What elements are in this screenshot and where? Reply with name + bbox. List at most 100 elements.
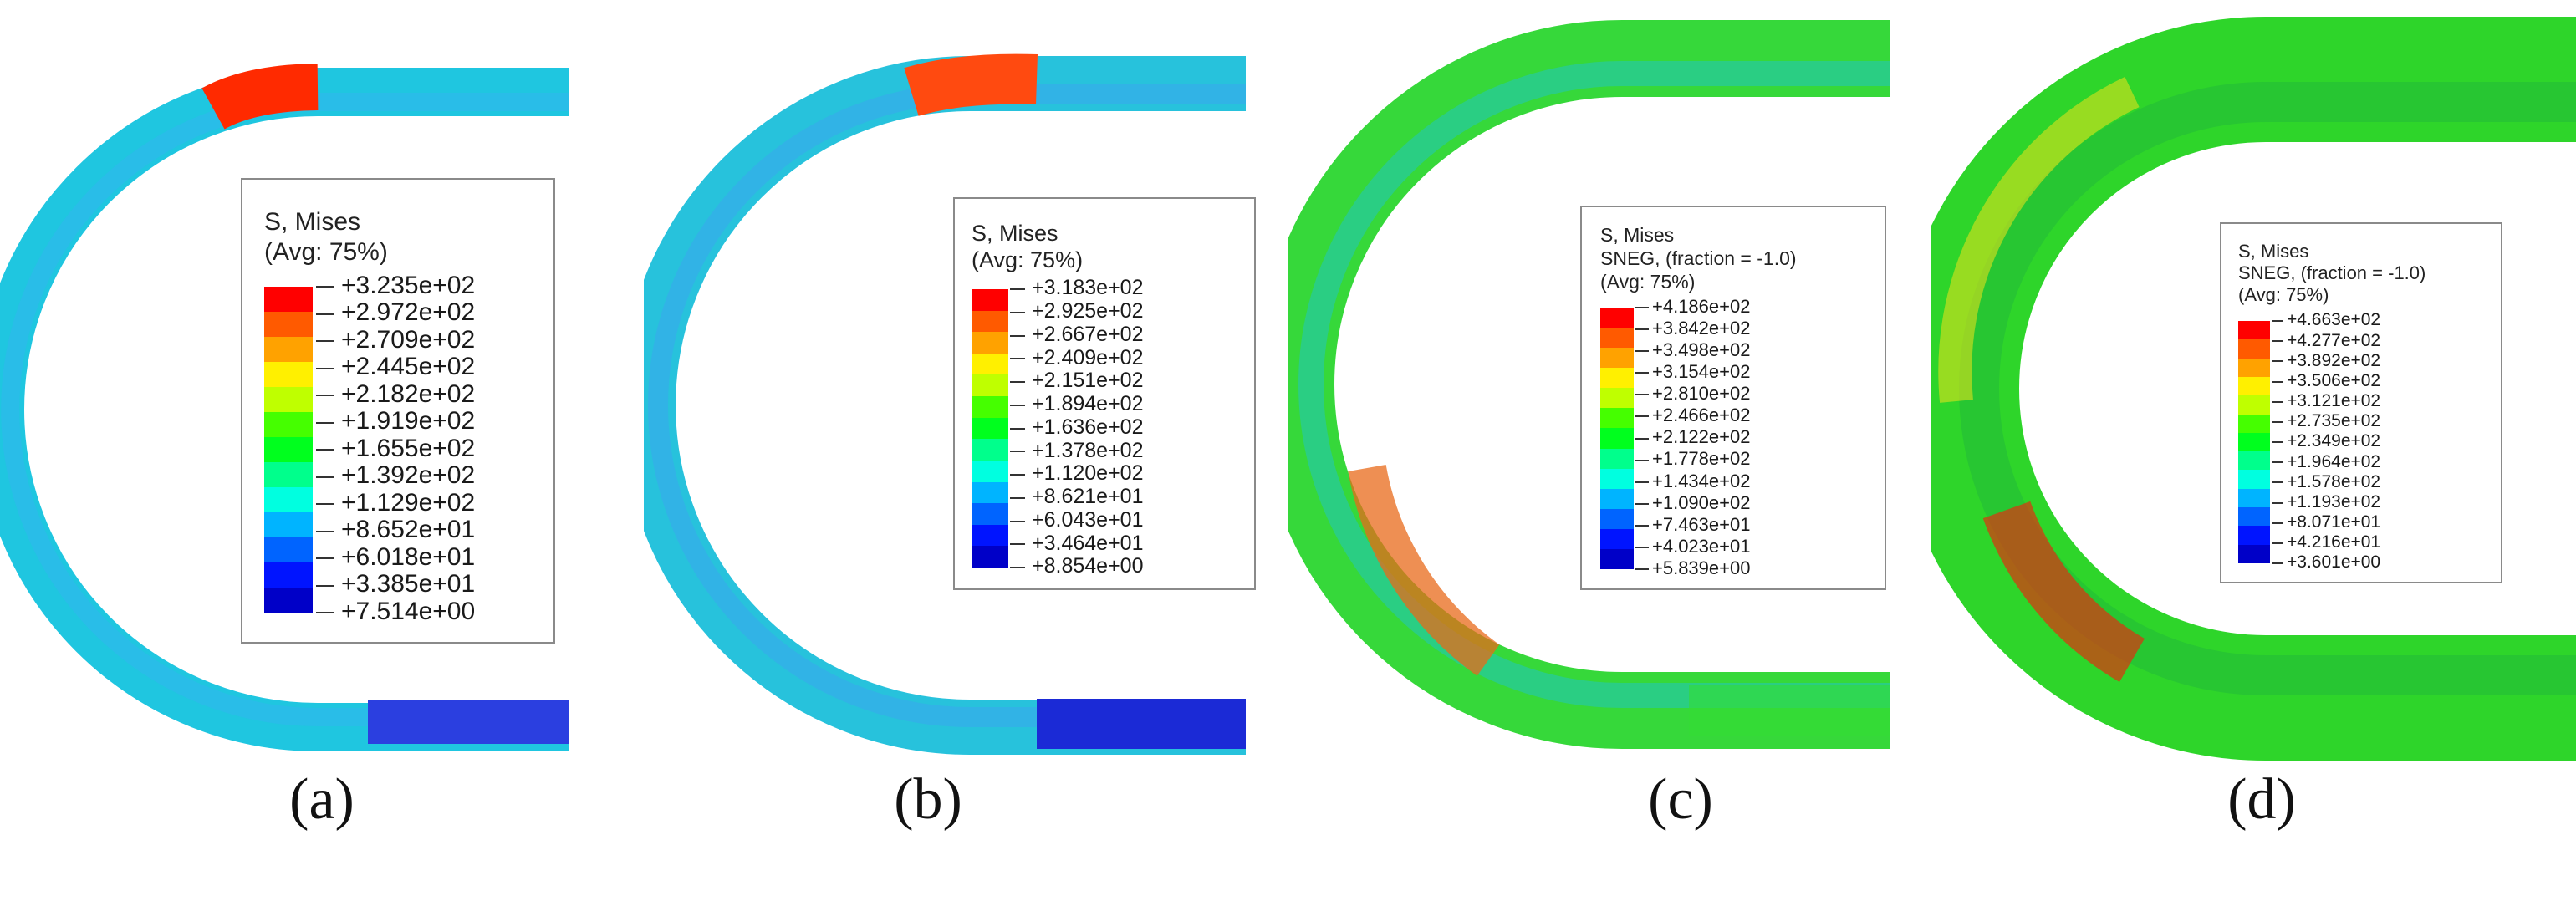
legend-color-segment bbox=[1600, 508, 1634, 530]
legend-tick bbox=[316, 557, 334, 559]
legend-tick bbox=[1010, 334, 1025, 337]
legend-color-segment bbox=[972, 353, 1008, 375]
legend-color-segment bbox=[1600, 428, 1634, 450]
legend-tick bbox=[2272, 562, 2283, 564]
legend-title-line-2: (Avg: 75%) bbox=[264, 238, 388, 266]
legend-title-line-3: (Avg: 75%) bbox=[1600, 271, 1696, 293]
legend-tick bbox=[1635, 394, 1649, 396]
legend-color-segment bbox=[264, 312, 313, 338]
legend-value-label: +1.193e+02 bbox=[2287, 491, 2381, 512]
legend-tick bbox=[1635, 437, 1649, 440]
caption-c: (c) bbox=[1648, 767, 1713, 832]
legend-value-label: +3.385e+01 bbox=[341, 570, 476, 598]
legend-color-segment bbox=[972, 524, 1008, 547]
legend-tick bbox=[316, 367, 334, 369]
legend-value-label: +1.894e+02 bbox=[1032, 392, 1144, 415]
legend-value-label: +2.445e+02 bbox=[341, 353, 476, 380]
legend-color-segment bbox=[972, 289, 1008, 312]
legend-tick bbox=[1010, 288, 1025, 290]
legend-title-line-1: S, Mises bbox=[1600, 224, 1675, 246]
legend-color-bar bbox=[264, 287, 313, 613]
legend-d: S, Mises SNEG, (fraction = -1.0) (Avg: 7… bbox=[2220, 222, 2502, 583]
legend-tick bbox=[1635, 372, 1649, 374]
legend-value-label: +2.182e+02 bbox=[341, 379, 476, 408]
legend-tick bbox=[316, 449, 334, 450]
legend-color-segment bbox=[264, 337, 313, 363]
legend-color-segment bbox=[264, 487, 313, 513]
legend-tick bbox=[316, 421, 334, 424]
legend-tick bbox=[2272, 481, 2283, 484]
legend-color-segment bbox=[264, 537, 313, 563]
legend-value-label: +3.498e+02 bbox=[1652, 339, 1751, 361]
legend-value-label: +2.466e+02 bbox=[1652, 405, 1751, 426]
legend-color-segment bbox=[972, 374, 1008, 397]
legend-value-label: +4.186e+02 bbox=[1652, 295, 1751, 317]
legend-title-line-1: S, Mises bbox=[264, 208, 361, 236]
legend-value-label: +2.349e+02 bbox=[2287, 431, 2381, 451]
tube-model-a bbox=[0, 64, 569, 751]
legend-c: S, Mises SNEG, (fraction = -1.0) (Avg: 7… bbox=[1580, 206, 1886, 590]
legend-color-segment bbox=[1600, 448, 1634, 470]
legend-value-label: +1.434e+02 bbox=[1652, 470, 1751, 491]
legend-title-line-2: SNEG, (fraction = -1.0) bbox=[1600, 247, 1797, 269]
legend-color-segment bbox=[972, 332, 1008, 354]
legend-color-segment bbox=[972, 481, 1008, 504]
legend-tick bbox=[316, 340, 334, 342]
legend-value-label: +3.235e+02 bbox=[341, 271, 476, 299]
legend-color-segment bbox=[264, 512, 313, 538]
legend-tick bbox=[1635, 524, 1649, 527]
legend-value-label: +2.122e+02 bbox=[1652, 426, 1751, 448]
legend-color-segment bbox=[1600, 388, 1634, 409]
legend-color-segment bbox=[2238, 526, 2270, 546]
caption-a: (a) bbox=[289, 767, 355, 832]
legend-tick bbox=[316, 584, 334, 587]
legend-color-segment bbox=[264, 387, 313, 413]
legend-value-label: +2.151e+02 bbox=[1032, 369, 1144, 393]
legend-value-label: +6.018e+01 bbox=[341, 542, 476, 571]
legend-value-label: +2.735e+02 bbox=[2287, 411, 2381, 431]
panel-c: S, Mises SNEG, (fraction = -1.0) (Avg: 7… bbox=[1288, 0, 1931, 901]
legend-tick bbox=[1010, 311, 1025, 313]
legend-color-segment bbox=[264, 462, 313, 488]
tube-hot-zone-d bbox=[1982, 501, 2145, 682]
tube-inner-shade-b bbox=[648, 84, 1246, 727]
legend-value-label: +1.964e+02 bbox=[2287, 451, 2381, 471]
caption-d: (d) bbox=[2227, 767, 2296, 832]
legend-color-segment bbox=[2238, 376, 2270, 396]
legend-tick bbox=[316, 395, 334, 396]
legend-color-segment bbox=[1600, 528, 1634, 550]
legend-value-label: +4.216e+01 bbox=[2287, 532, 2381, 552]
legend-tick bbox=[1010, 474, 1025, 476]
tube-hot-zone-b bbox=[904, 53, 1038, 116]
legend-tick bbox=[316, 476, 334, 478]
legend-value-label: +4.277e+02 bbox=[2287, 330, 2381, 350]
legend-value-label: +7.514e+00 bbox=[341, 597, 476, 625]
legend-color-segment bbox=[2238, 470, 2270, 490]
legend-title-line-2: (Avg: 75%) bbox=[972, 247, 1084, 272]
legend-value-label: +3.154e+02 bbox=[1652, 361, 1751, 383]
legend-tick bbox=[1635, 502, 1649, 505]
legend-value-label: +3.506e+02 bbox=[2287, 370, 2381, 390]
legend-color-segment bbox=[972, 546, 1008, 568]
legend-value-label: +7.463e+01 bbox=[1652, 513, 1751, 535]
legend-tick bbox=[2272, 542, 2283, 544]
legend-color-segment bbox=[2238, 507, 2270, 527]
legend-value-label: +1.636e+02 bbox=[1032, 415, 1144, 439]
legend-color-segment bbox=[972, 396, 1008, 419]
legend-tick bbox=[316, 313, 334, 315]
legend-color-segment bbox=[2238, 358, 2270, 378]
legend-value-label: +8.621e+01 bbox=[1032, 485, 1144, 508]
legend-value-label: +5.839e+00 bbox=[1652, 557, 1751, 578]
legend-color-segment bbox=[972, 439, 1008, 461]
legend-value-label: +2.925e+02 bbox=[1032, 299, 1144, 323]
legend-tick bbox=[1635, 459, 1649, 461]
legend-tick bbox=[1010, 358, 1025, 360]
panel-d: S, Mises SNEG, (fraction = -1.0) (Avg: 7… bbox=[1931, 0, 2576, 901]
tube-warm-zone-d bbox=[1938, 76, 2140, 403]
legend-tick bbox=[1010, 427, 1025, 430]
legend-value-label: +6.043e+01 bbox=[1032, 507, 1144, 532]
legend-tick bbox=[1010, 543, 1025, 546]
legend-tick bbox=[2272, 380, 2283, 383]
legend-tick bbox=[1010, 520, 1025, 522]
